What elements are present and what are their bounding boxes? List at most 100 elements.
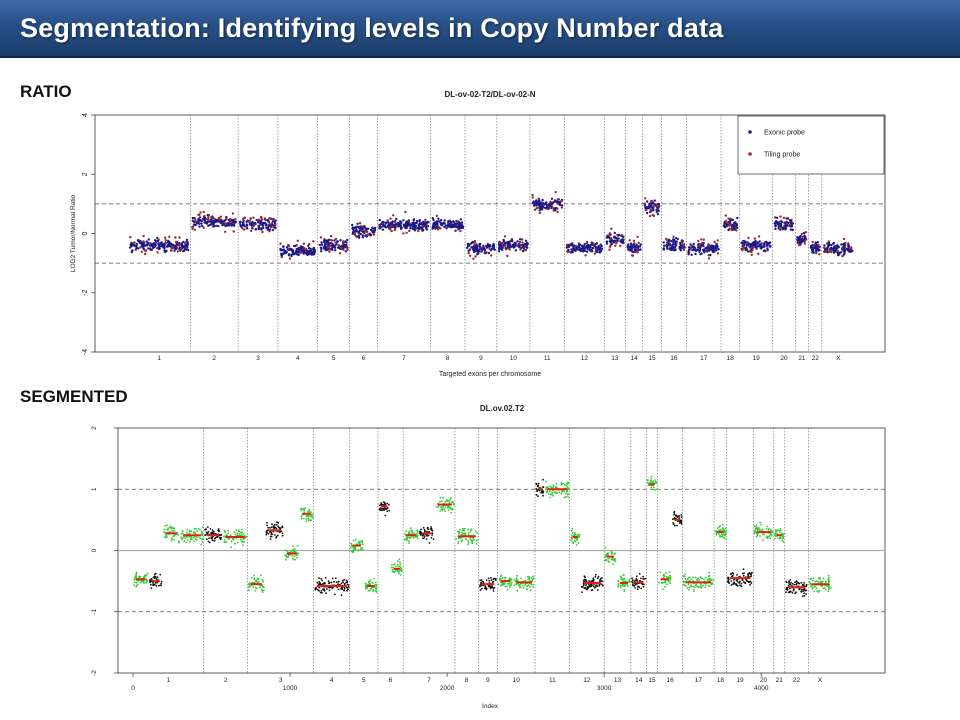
segmented-data-point [262,581,264,583]
exonic-probe-point [437,217,440,220]
exonic-probe-point [646,200,649,203]
segmented-chromosome-label: 11 [549,677,556,684]
segmented-data-point [310,511,312,514]
segmented-data-point [241,528,243,531]
exonic-probe-point [698,248,702,251]
exonic-probe-point [191,216,195,220]
segmented-data-point [742,581,745,583]
tiling-probe-point [270,217,274,221]
exonic-probe-point [212,225,215,228]
segmented-data-point [398,572,400,575]
exonic-probe-point [164,250,167,253]
segmented-data-point [566,482,569,485]
tiling-probe-point [716,239,719,242]
exonic-probe-point [581,246,585,249]
tiling-probe-point [234,218,237,221]
segmented-data-point [594,575,597,578]
exonic-probe-point [540,204,543,207]
exonic-probe-point [652,209,655,212]
segmented-data-point [408,540,410,543]
tiling-probe-point [178,236,181,239]
segmented-data-point [756,529,759,531]
tiling-probe-point [655,203,658,206]
segmented-data-point [578,533,581,536]
segmented-data-point [272,525,275,528]
segmented-data-point [678,517,681,520]
exonic-probe-point [826,245,830,249]
segmented-data-point [189,538,192,541]
tiling-probe-point [176,250,179,253]
exonic-probe-point [297,246,300,250]
segmented-data-point [340,588,342,590]
segmented-data-point [368,589,371,592]
exonic-probe-point [715,242,718,246]
segmented-data-point [206,538,208,541]
tiling-probe-point [435,214,439,217]
segmented-data-point [227,529,230,532]
segmented-data-point [730,584,733,586]
exonic-probe-point [499,245,503,248]
segmented-data-point [530,583,533,586]
exonic-probe-point [673,240,676,243]
segmented-data-point [824,588,827,591]
segmented-data-point [493,577,496,580]
exonic-probe-point [804,236,807,239]
exonic-probe-point [697,246,700,249]
tiling-probe-point [302,242,305,245]
exonic-probe-point [320,241,323,244]
exonic-probe-point [420,226,424,229]
segmented-ytick-label: 1 [91,487,98,491]
exonic-probe-point [508,242,512,246]
exonic-probe-point [185,248,188,251]
segmented-data-point [661,582,664,584]
exonic-probe-point [443,225,446,229]
exonic-probe-point [345,243,348,247]
tiling-probe-point [546,207,550,211]
segmented-data-point [285,556,288,558]
segmented-data-point [827,578,829,581]
segmented-data-point [188,536,191,538]
exonic-probe-point [774,227,777,231]
tiling-probe-point [241,227,244,230]
segmented-data-point [464,532,467,535]
tiling-probe-point [334,237,338,241]
segmented-data-point [191,538,193,541]
segmented-data-point [443,508,446,511]
segmented-data-point [360,548,362,551]
exonic-probe-point [198,216,202,219]
exonic-probe-point [774,224,777,227]
tiling-probe-point [129,236,132,239]
segmented-data-point [717,533,720,535]
segmented-data-point [753,525,756,528]
exonic-probe-point [325,247,328,250]
segmented-data-point [692,576,694,579]
exonic-probe-point [656,212,660,216]
segmented-data-point [803,592,805,594]
segmented-data-point [775,530,778,532]
exonic-probe-point [156,236,159,240]
exonic-probe-point [482,244,485,248]
segmented-data-point [180,536,183,539]
segmented-data-point [159,573,162,576]
segmented-data-point [206,532,209,535]
segmented-data-point [730,573,732,576]
segmented-data-point [208,537,211,540]
exonic-probe-point [267,220,270,224]
segmented-data-point [461,539,463,541]
segmented-data-point [393,563,396,566]
exonic-probe-point [417,226,420,229]
exonic-probe-point [201,224,204,228]
exonic-probe-point [532,202,535,205]
exonic-probe-point [206,214,209,217]
segmented-data-point [437,506,440,508]
tiling-probe-point [142,234,145,238]
exonic-probe-point [224,224,227,228]
exonic-probe-point [781,228,785,231]
tiling-probe-point [643,202,646,205]
exonic-probe-point [734,221,737,224]
exonic-probe-point [552,201,555,204]
tiling-probe-point [569,243,572,246]
tiling-probe-point [747,236,750,240]
segmented-data-point [467,534,470,536]
segmented-data-point [391,568,394,571]
